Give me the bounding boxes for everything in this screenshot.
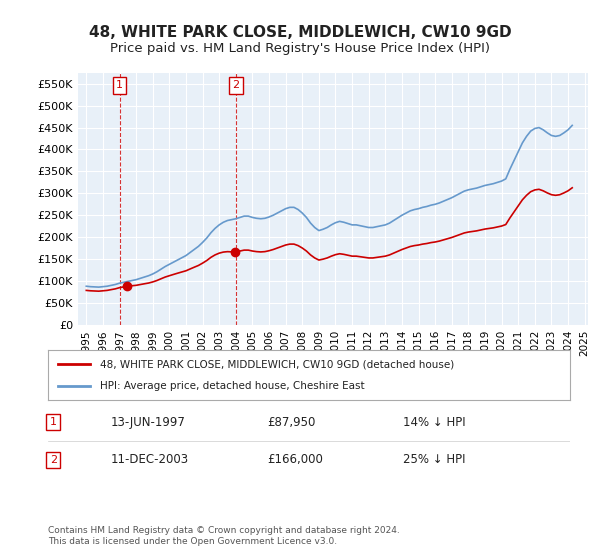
Text: HPI: Average price, detached house, Cheshire East: HPI: Average price, detached house, Ches… bbox=[100, 381, 365, 391]
Text: 1: 1 bbox=[50, 417, 57, 427]
Text: Price paid vs. HM Land Registry's House Price Index (HPI): Price paid vs. HM Land Registry's House … bbox=[110, 42, 490, 55]
Text: £166,000: £166,000 bbox=[267, 454, 323, 466]
Text: 2: 2 bbox=[50, 455, 57, 465]
Text: 1: 1 bbox=[116, 81, 123, 90]
Text: £87,950: £87,950 bbox=[267, 416, 316, 428]
Text: 48, WHITE PARK CLOSE, MIDDLEWICH, CW10 9GD (detached house): 48, WHITE PARK CLOSE, MIDDLEWICH, CW10 9… bbox=[100, 359, 454, 369]
Text: 25% ↓ HPI: 25% ↓ HPI bbox=[403, 454, 466, 466]
Text: Contains HM Land Registry data © Crown copyright and database right 2024.
This d: Contains HM Land Registry data © Crown c… bbox=[48, 526, 400, 546]
Text: 11-DEC-2003: 11-DEC-2003 bbox=[110, 454, 189, 466]
Text: 2: 2 bbox=[232, 81, 239, 90]
Text: 13-JUN-1997: 13-JUN-1997 bbox=[110, 416, 185, 428]
Text: 14% ↓ HPI: 14% ↓ HPI bbox=[403, 416, 466, 428]
Text: 48, WHITE PARK CLOSE, MIDDLEWICH, CW10 9GD: 48, WHITE PARK CLOSE, MIDDLEWICH, CW10 9… bbox=[89, 25, 511, 40]
